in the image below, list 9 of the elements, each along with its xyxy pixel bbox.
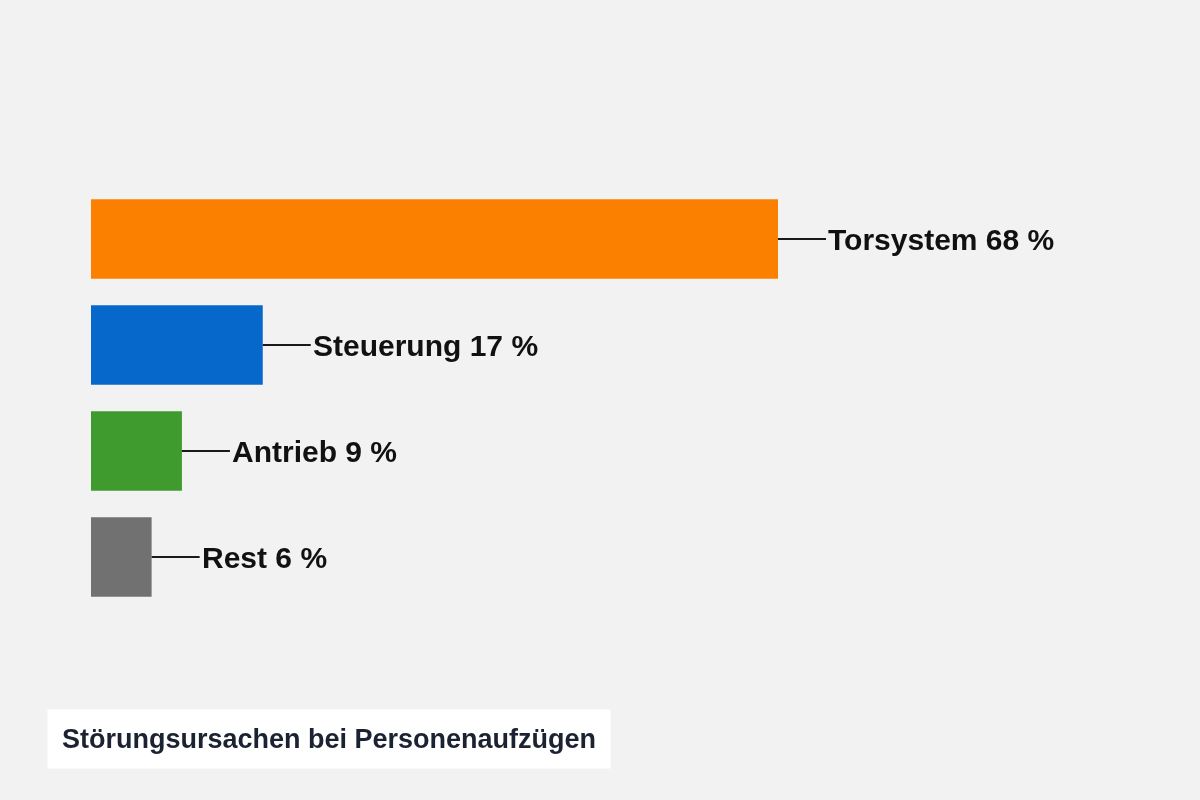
bar [91, 411, 182, 491]
data-label: Rest 6 % [202, 541, 328, 574]
data-label: Antrieb 9 % [232, 435, 398, 468]
data-label: Steuerung 17 % [313, 329, 539, 362]
bar [91, 199, 778, 279]
bar [91, 305, 263, 385]
data-label: Torsystem 68 % [828, 223, 1055, 256]
bar [91, 517, 152, 597]
text: Störungsursachen bei Personenaufzügen [62, 724, 597, 754]
